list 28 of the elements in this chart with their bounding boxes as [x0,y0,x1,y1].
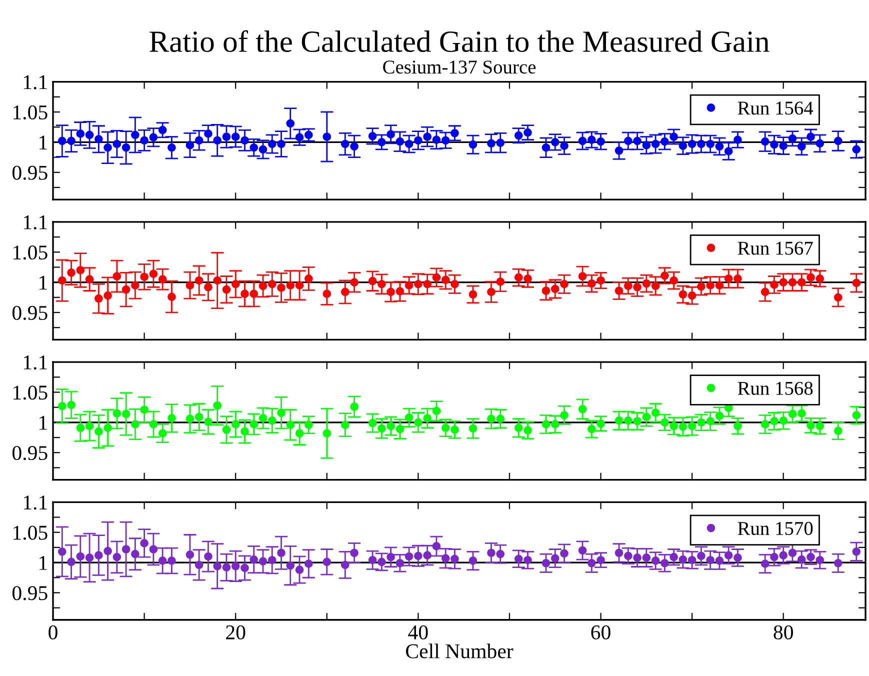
x-tick-label: 80 [774,625,793,640]
x-tick-label: 20 [226,625,246,640]
chart-title: Ratio of the Calculated Gain to the Measured Gain [150,30,770,52]
y-tick-label: 0.95 [12,166,48,180]
y-tick-label: 1.05 [14,526,48,540]
x-tick-label: 40 [408,625,428,640]
y-tick-label: 1 [40,136,47,150]
y-tick-label: 0.95 [12,446,48,460]
y-tick-label: 1.05 [14,245,48,260]
legend-label: Run 1564 [738,102,814,115]
y-tick-label: 1.05 [14,105,48,120]
legend-label: Run 1567 [738,242,813,255]
legend-label: Run 1568 [738,382,813,395]
y-tick-label: 1.1 [24,356,47,370]
y-tick-label: 0.95 [12,306,48,320]
y-tick-label: 1.1 [24,75,47,90]
chart-subtitle: Cesium-137 Source [383,60,536,74]
legend-label: Run 1570 [738,522,813,536]
y-tick-label: 0.95 [12,586,48,600]
y-tick-label: 1.1 [24,215,47,230]
x-tick-label: 60 [591,625,610,640]
y-tick-label: 1 [40,276,47,290]
y-tick-label: 1 [40,416,47,430]
y-tick-label: 1.05 [14,386,48,400]
x-tick-label: 0 [48,625,58,640]
y-tick-label: 1.1 [24,496,47,510]
y-tick-label: 1 [40,556,47,570]
x-axis-title: Cell Number [406,644,514,658]
